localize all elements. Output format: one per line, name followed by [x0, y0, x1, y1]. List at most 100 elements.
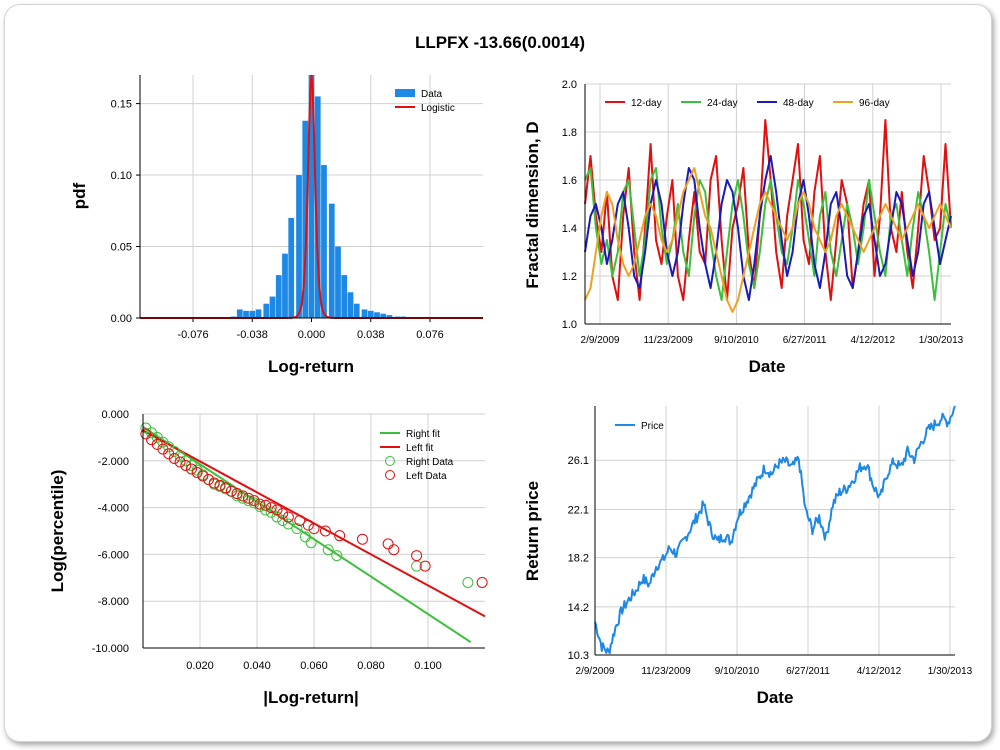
fractal-legend-label-24-day: 24-day: [707, 98, 738, 109]
tail-left-data-point: [231, 488, 243, 500]
tail-left-data-point: [308, 523, 320, 535]
tail-right-data-point: [271, 511, 283, 523]
pdf-xtick-label: 0.076: [416, 329, 444, 341]
tail-left-data-point: [411, 550, 423, 562]
fractal-xtick-label: 1/30/2013: [919, 335, 964, 346]
tail-right-data-point: [291, 523, 303, 535]
price-xtick-label: 6/27/2011: [786, 666, 830, 677]
price-xtick-label: 9/10/2010: [715, 666, 760, 677]
pdf-bar: [308, 75, 315, 318]
pdf-bar: [275, 275, 282, 318]
tail-xlabel: |Log-return|: [263, 688, 358, 707]
fractal-series-line-48-day: [584, 155, 952, 301]
tail-right-data-point: [299, 531, 311, 543]
tail-left-data-point: [476, 576, 488, 588]
pdf-bar: [367, 310, 374, 318]
tail-left-data-point: [242, 492, 254, 504]
price-panel: 10.3 14.2 18.2 22.1 26.1 2/9/2009 11/23/2009 9/…: [523, 405, 973, 707]
fractal-legend-label-96-day: 96-day: [859, 98, 890, 109]
pdf-bar: [302, 120, 309, 318]
price-ytick-label: 22.1: [568, 505, 589, 517]
tail-right-data-point: [254, 500, 266, 512]
price-ytick-label: 10.3: [568, 650, 589, 662]
fractal-series-line-96-day: [584, 167, 952, 313]
pdf-bar: [269, 296, 276, 318]
tail-left-data-point: [282, 511, 294, 523]
page-title: LLPFX -13.66(0.0014): [414, 33, 586, 52]
fractal-xtick-label: 4/12/2012: [851, 335, 896, 346]
pdf-ytick-label: 0.15: [111, 99, 132, 111]
tail-right-data-point: [411, 560, 423, 572]
pdf-ytick-label: 0.10: [111, 170, 132, 182]
tail-left-data-point: [254, 498, 266, 510]
price-xtick-label: 2/9/2009: [576, 666, 615, 677]
tail-scatter-panel: 0.020 0.040 0.060 0.080 0.100 0.000 -2.000 -4.0…: [48, 409, 488, 707]
price-xtick-label: 11/23/2009: [641, 666, 691, 677]
tail-right-data-point: [331, 550, 343, 562]
tail-left-data-point: [382, 538, 394, 550]
fractal-ytick-label: 1.0: [562, 319, 577, 331]
pdf-bar: [347, 292, 354, 318]
pdf-bar: [386, 315, 393, 318]
pdf-xlabel: Log-return: [268, 357, 354, 376]
fractal-legend-label-12-day: 12-day: [631, 98, 662, 109]
tail-right-data-point: [462, 576, 474, 588]
tail-legend: Right fit Left fit Right Data Left Data: [380, 429, 454, 482]
tail-xtick-label: 0.100: [414, 660, 442, 672]
legend-label-logistic: Logistic: [421, 103, 455, 114]
legend-label-left-data: Left Data: [406, 471, 447, 482]
pdf-bar: [380, 313, 387, 318]
tail-left-data-point: [220, 482, 232, 494]
fractal-xtick-label: 6/27/2011: [783, 335, 827, 346]
tail-ytick-label: -6.000: [98, 549, 129, 561]
tail-left-data-point: [277, 507, 289, 519]
pdf-xtick-label: -0.038: [237, 329, 268, 341]
pdf-bar: [263, 303, 270, 318]
tail-left-data-point: [356, 533, 368, 545]
pdf-xtick-label: 0.000: [298, 329, 326, 341]
tail-left-data-point: [168, 452, 180, 464]
tail-right-fit-line: [142, 426, 472, 643]
tail-left-data-point: [319, 525, 331, 537]
tail-ylabel: Log(percentile): [48, 470, 67, 593]
tail-left-data-point: [203, 474, 215, 486]
tail-xtick-label: 0.020: [186, 660, 214, 672]
pdf-xtick-label: -0.076: [177, 329, 208, 341]
legend-label-left-fit: Left fit: [406, 443, 433, 454]
tail-left-data-point: [260, 499, 272, 511]
legend-swatch-data: [395, 89, 415, 97]
tail-left-data-point: [248, 495, 260, 507]
pdf-bar: [243, 310, 249, 318]
fractal-xtick-label: 9/10/2010: [714, 335, 759, 346]
tail-right-data-point: [282, 518, 294, 530]
tail-right-data-point: [322, 544, 334, 556]
tail-left-data-point: [174, 456, 186, 468]
price-ytick-label: 18.2: [568, 553, 589, 565]
tail-xtick-label: 0.040: [243, 660, 271, 672]
legend-label-right-data: Right Data: [406, 457, 454, 468]
price-legend-label: Price: [641, 421, 664, 432]
pdf-bar: [341, 275, 348, 318]
pdf-bar: [353, 303, 360, 318]
pdf-bar: [374, 312, 380, 318]
price-ytick-label: 14.2: [568, 602, 589, 614]
fractal-ytick-label: 1.2: [562, 271, 577, 283]
tail-xtick-label: 0.060: [300, 660, 328, 672]
pdf-bar: [328, 203, 335, 318]
price-series-line: [594, 405, 956, 655]
tail-left-data-point: [214, 479, 226, 491]
tail-left-data-point: [197, 470, 209, 482]
tail-left-data-point: [208, 477, 220, 489]
legend-swatch-right-data: [385, 456, 395, 466]
legend-swatch-left-data: [385, 470, 395, 480]
fractal-xtick-label: 11/23/2009: [644, 335, 694, 346]
pdf-bar: [255, 309, 262, 318]
tail-left-data-point: [225, 485, 237, 497]
tail-left-data-point: [388, 544, 400, 556]
tail-ytick-label: -4.000: [98, 503, 129, 515]
tail-xtick-label: 0.080: [357, 660, 385, 672]
price-xtick-label: 1/30/2013: [928, 666, 973, 677]
pdf-ytick-label: 0.05: [111, 242, 132, 254]
legend-label-data: Data: [421, 89, 443, 100]
